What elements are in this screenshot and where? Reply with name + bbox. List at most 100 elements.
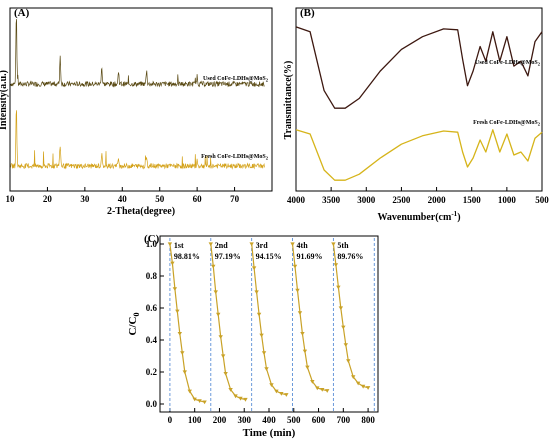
panel-c-data-point bbox=[256, 312, 262, 317]
panel-a-x-tick-label: 50 bbox=[155, 194, 165, 204]
panel-a-x-tick-label: 10 bbox=[6, 194, 16, 204]
panel-c-cycle-line bbox=[332, 243, 369, 389]
panel-c-data-point bbox=[223, 372, 228, 376]
panel-b-label: (B) bbox=[300, 7, 315, 19]
panel-c-cycle-removal: 91.69% bbox=[297, 252, 323, 261]
panel-c-data-point bbox=[302, 349, 308, 354]
panel-c-x-tick-label: 400 bbox=[262, 415, 276, 425]
panel-c-data-point bbox=[292, 264, 298, 269]
panel-a-xlabel: 2-Theta(degree) bbox=[107, 206, 175, 217]
panel-c-cycle-removal: 98.81% bbox=[174, 252, 200, 261]
panel-a-series-line bbox=[10, 19, 265, 88]
panel-c-data-point bbox=[197, 399, 202, 403]
panel-b-series-line bbox=[295, 129, 543, 181]
panel-a-series-line bbox=[10, 110, 265, 170]
panel-c-data-point bbox=[211, 264, 216, 269]
panel-c-data-point bbox=[182, 370, 187, 375]
panel-c-data-point bbox=[216, 312, 221, 317]
panel-b-legend-used: Used CoFe-LDHs@MoS2 bbox=[475, 60, 541, 67]
panel-c-data-point bbox=[274, 389, 279, 394]
panel-b-frame bbox=[295, 7, 543, 192]
panel-c-data-point bbox=[261, 351, 267, 355]
panel-c-data-point bbox=[187, 389, 192, 394]
panel-c-data-point bbox=[333, 263, 339, 267]
panel-c-data-point bbox=[365, 386, 371, 390]
panel-c-y-tick-label: 0.2 bbox=[146, 367, 158, 377]
panel-c-cycle-line bbox=[251, 243, 287, 396]
panel-b-xlabel: Wavenumber(cm-1) bbox=[377, 210, 460, 223]
panel-c-data-point bbox=[355, 381, 361, 386]
panel-c-cycle-line bbox=[169, 243, 205, 403]
panel-b-legend-fresh: Fresh CoFe-LDHs@MoS2 bbox=[473, 120, 541, 127]
panel-c-data-point bbox=[338, 306, 344, 311]
panel-c-data-point bbox=[175, 309, 180, 314]
panel-c-data-point bbox=[254, 290, 259, 295]
panel-b-x-tick-label: 2500 bbox=[392, 195, 411, 205]
panel-c-x-tick-label: 100 bbox=[188, 415, 202, 425]
panel-c-data-point bbox=[249, 242, 254, 247]
panel-b-x-tick-label: 4000 bbox=[287, 195, 306, 205]
panel-c-cycle-removal: 94.15% bbox=[256, 252, 282, 261]
panel-b-x-tick-label: 3500 bbox=[322, 195, 341, 205]
panel-c-cycle-removal: 89.76% bbox=[337, 252, 363, 261]
panel-c-y-tick-label: 0.6 bbox=[146, 303, 158, 313]
panel-c-data-point bbox=[172, 287, 178, 291]
panel-c-data-point bbox=[170, 261, 175, 266]
panel-c-data-point bbox=[279, 392, 284, 396]
panel-a-x-tick-label: 70 bbox=[230, 194, 240, 204]
panel-c-x-tick-label: 0 bbox=[168, 415, 173, 425]
panel-a-frame bbox=[9, 7, 273, 192]
panel-c-data-point bbox=[336, 285, 341, 290]
panel-c-data-point bbox=[177, 332, 183, 336]
panel-c-x-tick-label: 300 bbox=[237, 415, 251, 425]
panel-c-frame bbox=[159, 235, 379, 413]
panel-c-x-tick-label: 500 bbox=[287, 415, 301, 425]
panel-c-ylabel: C/C0 bbox=[127, 313, 141, 336]
panel-c-data-point bbox=[320, 388, 325, 392]
panel-a-x-tick-label: 40 bbox=[118, 194, 128, 204]
panel-b-x-tick-label: 1500 bbox=[463, 195, 482, 205]
panel-b-x-axis: 4000 3500 3000 2500 2000 1500 1000 500 bbox=[287, 187, 549, 205]
panel-c-y-tick-label: 0.8 bbox=[146, 271, 158, 281]
panel-c-cycle-line bbox=[291, 243, 328, 392]
panel-b-series bbox=[295, 26, 543, 181]
panel-c-data-point bbox=[315, 386, 320, 391]
panel-a: (A) 10 20 30 40 50 60 70 Intensity(a.u.) 2-The… bbox=[0, 7, 273, 217]
panel-b-x-tick-label: 500 bbox=[535, 195, 549, 205]
panel-c-data-point bbox=[310, 380, 315, 384]
panel-c-data-point bbox=[192, 397, 197, 402]
panel-c-data-point bbox=[218, 335, 223, 339]
panel-a-series bbox=[10, 19, 265, 170]
panel-c-cycle-label: 5th bbox=[337, 241, 349, 250]
panel-a-x-tick-label: 30 bbox=[80, 194, 90, 204]
panel-c-data-point bbox=[213, 290, 218, 295]
panel-c-data-point bbox=[346, 359, 351, 363]
panel-c-data-point bbox=[331, 242, 336, 247]
panel-c-cycle-label: 3rd bbox=[256, 241, 269, 250]
panel-a-label: (A) bbox=[14, 7, 30, 19]
panel-b-x-tick-label: 2000 bbox=[428, 195, 447, 205]
panel-c: (C) 0 100 200 300 400 500 600 700 800 0.0 0.2 0.4 0.… bbox=[127, 233, 379, 439]
panel-a-x-tick-label: 60 bbox=[193, 194, 203, 204]
panel-a-ylabel: Intensity(a.u.) bbox=[0, 70, 9, 130]
panel-b-x-tick-label: 1000 bbox=[498, 195, 517, 205]
panel-c-y-tick-label: 0.4 bbox=[146, 335, 158, 345]
panel-c-data-point bbox=[220, 354, 226, 359]
panel-c-data-point bbox=[202, 400, 207, 405]
panel-c-data-point bbox=[341, 325, 346, 330]
panel-a-legend-fresh: Fresh CoFe-LDHs@MoS2 bbox=[201, 154, 269, 161]
panel-a-x-tick-label: 20 bbox=[43, 194, 53, 204]
panel-c-data-point bbox=[297, 311, 303, 315]
panel-c-cycle-labels: 1st 98.81% 2nd 97.19% 3rd 94.15% 4th 91.69% 5th 8… bbox=[174, 241, 364, 261]
panel-c-data-point bbox=[208, 242, 213, 247]
panel-c-data-point bbox=[300, 332, 305, 336]
panel-c-xlabel: Time (min) bbox=[243, 427, 296, 439]
panel-c-data-point bbox=[305, 365, 310, 370]
panel-c-data-point bbox=[233, 394, 238, 399]
panel-c-data-point bbox=[351, 375, 356, 379]
panel-c-data-point bbox=[259, 333, 264, 338]
panel-a-legend-used: Used CoFe-LDHs@MoS2 bbox=[203, 76, 269, 83]
panel-c-data-point bbox=[343, 343, 348, 347]
panel-c-x-tick-label: 200 bbox=[213, 415, 227, 425]
